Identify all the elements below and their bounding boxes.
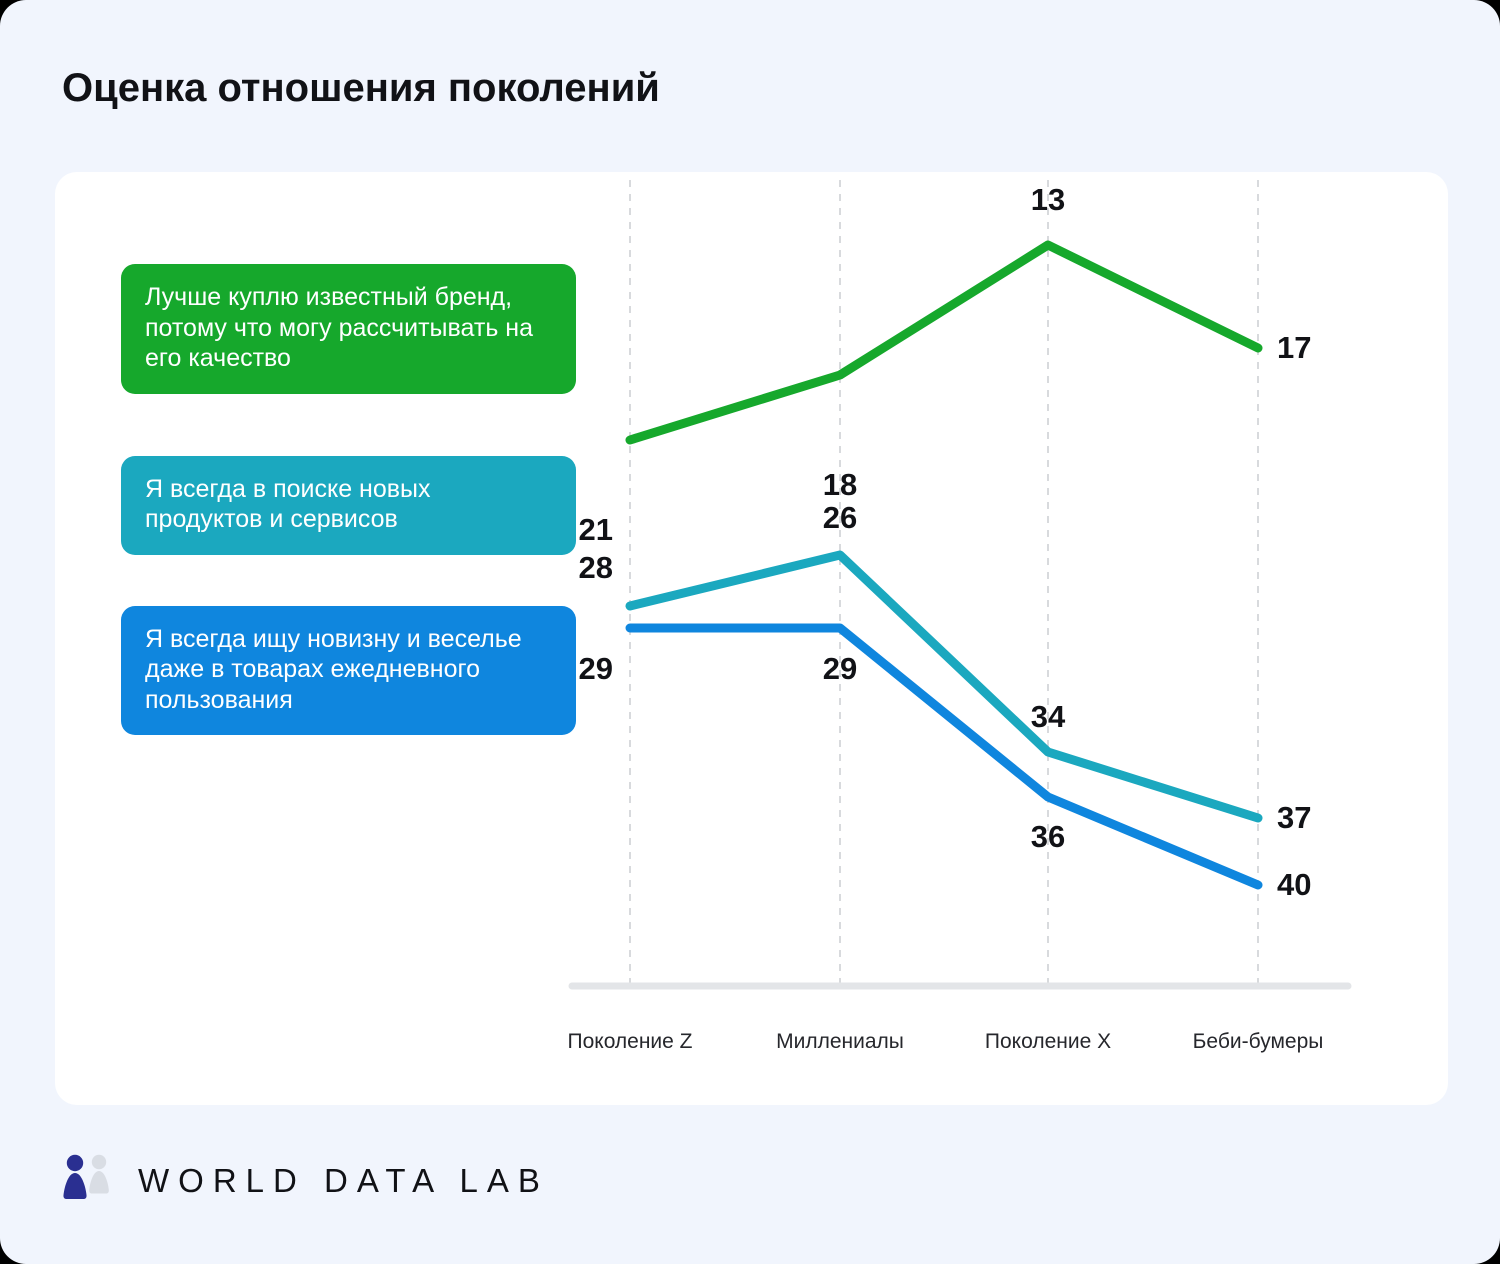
series-line-novelty-fun (625, 623, 1263, 890)
series-line-brand-quality (625, 240, 1263, 445)
point-label-novelty-fun-3: 40 (1277, 867, 1312, 902)
legend-item-new-products[interactable]: Я всегда в поиске новых продуктов и серв… (121, 455, 576, 555)
legend-item-novelty-fun[interactable]: Я всегда ищу новизну и веселье даже в то… (121, 605, 576, 735)
two-people-icon (63, 1154, 109, 1199)
x-axis-label-gen-x: Поколение X (984, 1030, 1112, 1053)
point-label-brand-quality-1: 18 (822, 467, 858, 502)
point-label-novelty-fun-1: 29 (822, 651, 858, 686)
legend-item-label: Лучше куплю известный бренд, потому что … (145, 283, 534, 372)
point-label-novelty-fun-0: 29 (578, 651, 613, 686)
logo-text: WORLD DATA LAB (138, 1162, 549, 1199)
x-axis-label-millennials: Миллениалы (776, 1030, 904, 1053)
legend-item-label: Я всегда ищу новизну и веселье даже в то… (145, 624, 522, 714)
point-label-new-products-2: 34 (1030, 699, 1066, 734)
legend: Лучше куплю известный бренд, потому что … (121, 264, 581, 735)
footer: WORLD DATA LAB (62, 1152, 549, 1210)
chart-svg (568, 180, 1352, 990)
page-title: Оценка отношения поколений (62, 66, 660, 110)
point-label-brand-quality-3: 17 (1277, 330, 1312, 365)
chart-card: Лучше куплю известный бренд, потому что … (55, 172, 1448, 1105)
point-label-brand-quality-2: 13 (1030, 182, 1066, 217)
x-axis-label-gen-z: Поколение Z (567, 1030, 693, 1053)
x-axis-label-boomers: Беби-бумеры (1192, 1030, 1324, 1053)
line-chart-plot: 21 18 13 17 28 26 34 37 29 29 36 40 Поко… (55, 172, 1448, 1105)
legend-item-brand-quality[interactable]: Лучше куплю известный бренд, потому что … (121, 264, 576, 394)
point-label-new-products-1: 26 (822, 500, 858, 535)
point-label-brand-quality-0: 21 (578, 512, 613, 547)
series-line-new-products (625, 550, 1263, 823)
point-label-new-products-3: 37 (1277, 800, 1312, 835)
point-label-novelty-fun-2: 36 (1030, 819, 1066, 854)
legend-item-label: Я всегда в поиске новых продуктов и серв… (145, 474, 431, 534)
point-label-new-products-0: 28 (578, 550, 613, 585)
